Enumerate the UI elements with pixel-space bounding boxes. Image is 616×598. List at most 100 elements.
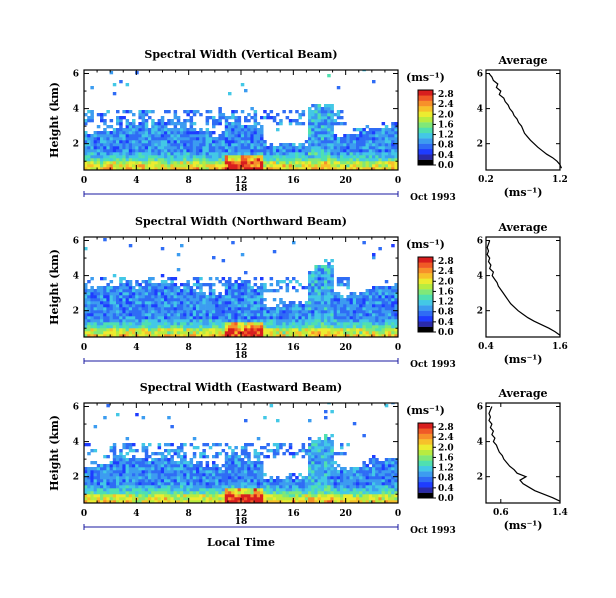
heatmap-cell — [375, 146, 379, 150]
heatmap-cell — [330, 307, 334, 311]
heatmap-cell — [167, 322, 171, 326]
heatmap-cell — [308, 497, 312, 501]
heatmap-cell — [368, 304, 373, 308]
heatmap-cell — [132, 322, 136, 326]
heatmap-cell — [132, 479, 136, 483]
heatmap-cell — [263, 161, 267, 165]
heatmap-cell — [237, 289, 242, 293]
heatmap-cell — [308, 152, 312, 156]
heatmap-cell — [237, 292, 242, 296]
heatmap-cell — [327, 485, 331, 489]
heatmap-cell — [388, 146, 392, 150]
heatmap-cell — [288, 497, 293, 501]
heatmap-cell — [352, 334, 357, 337]
heatmap-cell — [372, 286, 376, 290]
heatmap-cell — [308, 301, 312, 305]
heatmap-cell — [336, 292, 341, 296]
heatmap-cell — [240, 253, 245, 257]
heatmap-cell — [112, 134, 117, 138]
heatmap-cell — [247, 140, 251, 144]
heatmap-cell — [308, 313, 312, 317]
heatmap-cell — [250, 125, 254, 129]
heatmap-cell — [100, 304, 104, 308]
heatmap-cell — [189, 140, 194, 144]
heatmap-cell — [308, 455, 312, 459]
heatmap-cell — [154, 286, 158, 290]
heatmap-cell — [295, 289, 299, 293]
heatmap-cell — [231, 310, 235, 314]
heatmap-cell — [228, 149, 232, 153]
heatmap-cell — [298, 494, 302, 498]
heatmap-cell — [237, 334, 242, 337]
heatmap-cell — [394, 155, 398, 159]
heatmap-cell — [317, 322, 322, 326]
heatmap-cell — [340, 137, 344, 141]
heatmap-cell — [186, 467, 190, 471]
heatmap-cell — [132, 167, 136, 170]
heatmap-cell — [317, 104, 322, 108]
colorbar-swatch — [418, 289, 433, 295]
heatmap-cell — [90, 301, 94, 305]
heatmap-cell — [208, 155, 213, 159]
heatmap-cell — [301, 491, 306, 495]
heatmap-cell — [253, 143, 258, 147]
heatmap-cell — [151, 331, 155, 335]
heatmap-cell — [125, 325, 130, 329]
heatmap-cell — [324, 152, 328, 156]
heatmap-cell — [199, 137, 203, 141]
heatmap-cell — [132, 146, 136, 150]
heatmap-cell — [391, 328, 395, 332]
heatmap-cell — [282, 497, 286, 501]
heatmap-cell — [205, 494, 210, 498]
heatmap-cell — [138, 304, 142, 308]
heatmap-cell — [116, 167, 120, 170]
heatmap-cell — [205, 134, 210, 138]
heatmap-cell — [279, 161, 283, 165]
heatmap-cell — [279, 488, 283, 492]
heatmap-cell — [346, 167, 350, 170]
heatmap-cell — [391, 304, 395, 308]
heatmap-cell — [154, 458, 158, 462]
heatmap-cell — [237, 119, 242, 123]
heatmap-cell — [263, 328, 267, 332]
heatmap-cell — [106, 295, 110, 299]
heatmap-cell — [192, 158, 197, 162]
heatmap-cell — [234, 470, 238, 474]
heatmap-cell — [349, 304, 354, 308]
heatmap-cell — [282, 322, 286, 326]
heatmap-cell — [119, 491, 123, 495]
heatmap-cell — [282, 143, 286, 147]
heatmap-cell — [103, 304, 107, 308]
heatmap-cell — [170, 328, 174, 332]
heatmap-cell — [141, 307, 146, 311]
heatmap-cell — [330, 494, 334, 498]
heatmap-cell — [234, 292, 238, 296]
heatmap-cell — [356, 476, 360, 480]
heatmap-cell — [212, 455, 216, 459]
heatmap-cell — [208, 110, 213, 114]
heatmap-cell — [106, 301, 110, 305]
heatmap-cell — [330, 325, 334, 329]
heatmap-cell — [205, 143, 210, 147]
heatmap-cell — [170, 476, 174, 480]
heatmap-cell — [333, 119, 338, 123]
heatmap-cell — [205, 316, 210, 320]
heatmap-cell — [279, 158, 283, 162]
heatmap-cell — [359, 334, 363, 337]
heatmap-cell — [100, 143, 104, 147]
heatmap-cell — [282, 280, 286, 284]
heatmap-cell — [247, 443, 251, 447]
heatmap-cell — [128, 491, 133, 495]
heatmap-cell — [186, 497, 190, 501]
heatmap-cell — [298, 491, 302, 495]
heatmap-cell — [272, 313, 277, 317]
heatmap-cell — [109, 292, 114, 296]
heatmap-cell — [154, 301, 158, 305]
heatmap-cell — [333, 295, 338, 299]
colorbar-tick-label: 0.8 — [438, 308, 454, 318]
heatmap-cell — [311, 128, 315, 132]
heatmap-cell — [106, 500, 110, 503]
heatmap-cell — [212, 152, 216, 156]
heatmap-cell — [288, 485, 293, 489]
heatmap-cell — [183, 470, 187, 474]
